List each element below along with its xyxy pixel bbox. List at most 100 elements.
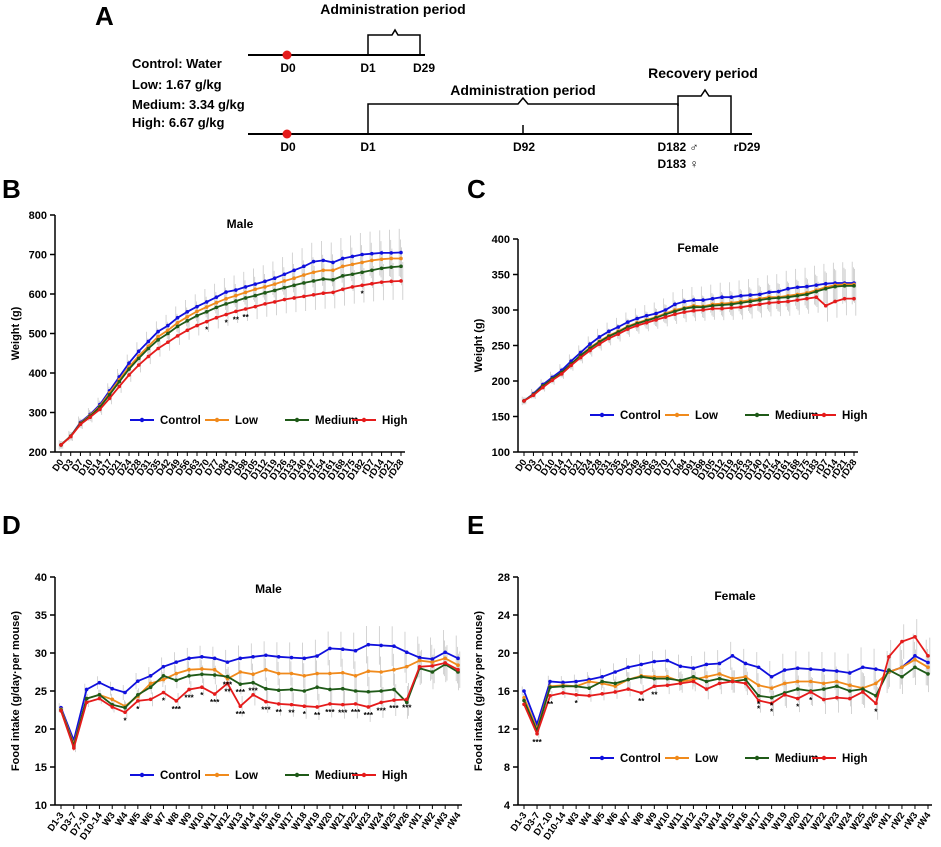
data-point-control: [756, 665, 761, 670]
data-point-high: [117, 384, 122, 389]
data-point-low: [417, 658, 422, 663]
data-point-high: [541, 385, 545, 390]
data-point-medium: [522, 698, 526, 703]
data-point-control: [795, 285, 800, 290]
data-point-control: [350, 254, 355, 259]
data-point-control: [848, 671, 852, 675]
data-point-low: [704, 674, 709, 679]
legend-label-control: Control: [620, 410, 661, 422]
data-point-control: [588, 342, 592, 346]
data-point-high: [663, 315, 668, 319]
data-point-medium: [389, 265, 394, 269]
data-point-control: [200, 655, 204, 659]
data-point-high: [366, 705, 371, 709]
y-axis-label: Food intake (g/day·per mouse): [10, 611, 22, 771]
significance-mark: **: [233, 315, 240, 324]
long-admin-label: Administration period: [450, 82, 595, 98]
data-point-medium: [328, 687, 332, 692]
data-point-medium: [117, 379, 122, 384]
data-point-high: [673, 312, 677, 317]
data-point-high: [110, 705, 115, 709]
data-point-medium: [757, 298, 762, 302]
data-point-high: [59, 443, 63, 447]
data-point-high: [263, 302, 267, 306]
data-point-high: [625, 327, 630, 331]
data-point-high: [691, 308, 696, 313]
data-point-low: [769, 686, 774, 690]
data-point-high: [370, 281, 374, 286]
significance-mark: **: [547, 700, 554, 709]
significance-mark: ***: [376, 706, 386, 715]
data-point-medium: [704, 679, 709, 684]
data-point-medium: [665, 676, 670, 681]
significance-mark: ***: [223, 681, 233, 690]
long-tick-label-d183: D183 ♀: [657, 157, 698, 171]
data-point-control: [522, 689, 526, 693]
data-point-control: [926, 660, 930, 665]
data-point-high: [321, 291, 326, 296]
data-point-high: [98, 407, 102, 412]
data-point-medium: [926, 672, 930, 676]
significance-mark: *: [809, 696, 813, 705]
data-point-control: [127, 361, 131, 365]
data-point-medium: [136, 356, 141, 361]
data-point-high: [148, 697, 153, 702]
data-point-control: [682, 299, 687, 304]
significance-mark: *: [205, 326, 209, 335]
legend-marker-medium: [754, 755, 760, 761]
data-point-low: [926, 665, 930, 670]
data-point-high: [743, 681, 748, 686]
data-point-medium: [691, 674, 696, 679]
data-point-high: [805, 296, 809, 301]
significance-mark: *: [162, 697, 166, 706]
series-line-control: [523, 282, 854, 402]
data-point-medium: [263, 291, 267, 295]
significance-mark: **: [224, 687, 231, 696]
significance-mark: ***: [184, 693, 194, 702]
data-point-medium: [701, 305, 705, 309]
dose-high: High: 6.67 g/kg: [132, 115, 225, 130]
data-point-low: [350, 262, 355, 267]
data-point-high: [626, 687, 631, 691]
data-point-high: [379, 280, 384, 284]
data-point-high: [214, 315, 219, 320]
data-point-high: [535, 731, 539, 736]
legend-marker-low: [674, 755, 680, 761]
data-point-low: [253, 287, 258, 292]
data-point-control: [776, 289, 781, 294]
data-point-control: [175, 315, 180, 320]
data-point-high: [68, 434, 73, 439]
data-point-high: [531, 393, 536, 398]
data-point-low: [276, 671, 281, 676]
data-point-control: [214, 295, 219, 299]
data-point-high: [607, 336, 611, 341]
data-point-low: [175, 321, 180, 325]
data-point-control: [234, 288, 238, 292]
chart-title: Female: [677, 241, 719, 255]
data-point-low: [743, 674, 748, 679]
data-point-high: [748, 303, 753, 308]
data-point-medium: [639, 674, 644, 679]
y-tick-label: 600: [29, 289, 47, 301]
data-point-control: [148, 674, 153, 678]
data-point-control: [195, 304, 199, 309]
data-point-control: [161, 664, 166, 669]
data-point-low: [289, 671, 294, 676]
data-point-medium: [379, 689, 383, 693]
data-point-low: [302, 273, 306, 277]
data-point-control: [225, 660, 230, 664]
data-point-control: [767, 290, 771, 295]
data-point-high: [166, 340, 170, 344]
data-point-high: [821, 697, 826, 702]
significance-mark: *: [303, 710, 307, 719]
data-point-control: [328, 646, 332, 651]
data-point-low: [212, 667, 217, 672]
data-point-low: [379, 257, 384, 262]
long-tick-label-d92: D92: [513, 140, 535, 154]
data-point-medium: [175, 324, 180, 329]
y-tick-label: 40: [35, 572, 47, 584]
data-point-medium: [652, 676, 657, 681]
data-point-medium: [548, 685, 552, 689]
